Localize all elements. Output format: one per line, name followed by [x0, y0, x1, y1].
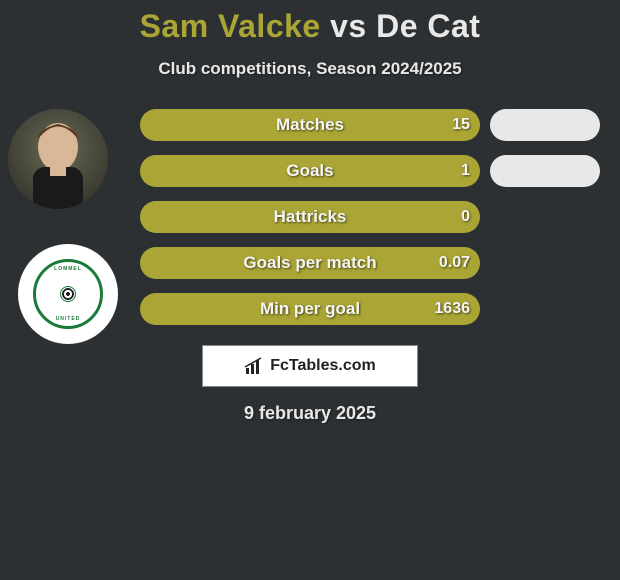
- avatar-placeholder-icon: [8, 109, 108, 209]
- title-player2: De Cat: [376, 8, 480, 44]
- stat-value-player1: 15: [452, 109, 470, 141]
- stat-value-player1: 1: [461, 155, 470, 187]
- player-avatar: [8, 109, 108, 209]
- stat-value-player1: 0: [461, 201, 470, 233]
- stats-block: LOMMEL UNITED Matches15 Goals1 Hattricks0 G…: [0, 109, 620, 325]
- subtitle: Club competitions, Season 2024/2025: [0, 59, 620, 79]
- bar-chart-icon: [244, 356, 264, 376]
- stat-bar-fill-player1: [140, 201, 480, 233]
- stat-pill-player2: [490, 247, 600, 279]
- page-title: Sam Valcke vs De Cat: [0, 8, 620, 45]
- side-images: LOMMEL UNITED: [8, 109, 118, 344]
- stat-pill-player2: [490, 109, 600, 141]
- stat-value-player1: 0.07: [439, 247, 470, 279]
- stat-bar-fill-player1: [140, 109, 480, 141]
- stat-value-player1: 1636: [434, 293, 470, 325]
- branding-badge: FcTables.com: [202, 345, 418, 387]
- stat-pill-player2: [490, 201, 600, 233]
- stat-bar: Goals1: [140, 155, 480, 187]
- soccer-ball-icon: [60, 286, 76, 302]
- stat-bar: Min per goal1636: [140, 293, 480, 325]
- stat-bar: Matches15: [140, 109, 480, 141]
- footer-date: 9 february 2025: [0, 403, 620, 424]
- club-logo-text-top: LOMMEL: [54, 266, 82, 272]
- stat-bar: Hattricks0: [140, 201, 480, 233]
- stat-bar-fill-player1: [140, 293, 480, 325]
- club-logo-text-bottom: UNITED: [56, 316, 81, 322]
- title-vs: vs: [330, 8, 367, 44]
- comparison-card: Sam Valcke vs De Cat Club competitions, …: [0, 0, 620, 424]
- club-logo: LOMMEL UNITED: [18, 244, 118, 344]
- stat-pill-player2: [490, 293, 600, 325]
- stat-pill-player2: [490, 155, 600, 187]
- branding-text: FcTables.com: [270, 357, 376, 375]
- stat-bar-fill-player1: [140, 247, 480, 279]
- title-player1: Sam Valcke: [140, 8, 321, 44]
- club-logo-inner: LOMMEL UNITED: [33, 259, 103, 329]
- stat-bar: Goals per match0.07: [140, 247, 480, 279]
- stat-bar-fill-player1: [140, 155, 480, 187]
